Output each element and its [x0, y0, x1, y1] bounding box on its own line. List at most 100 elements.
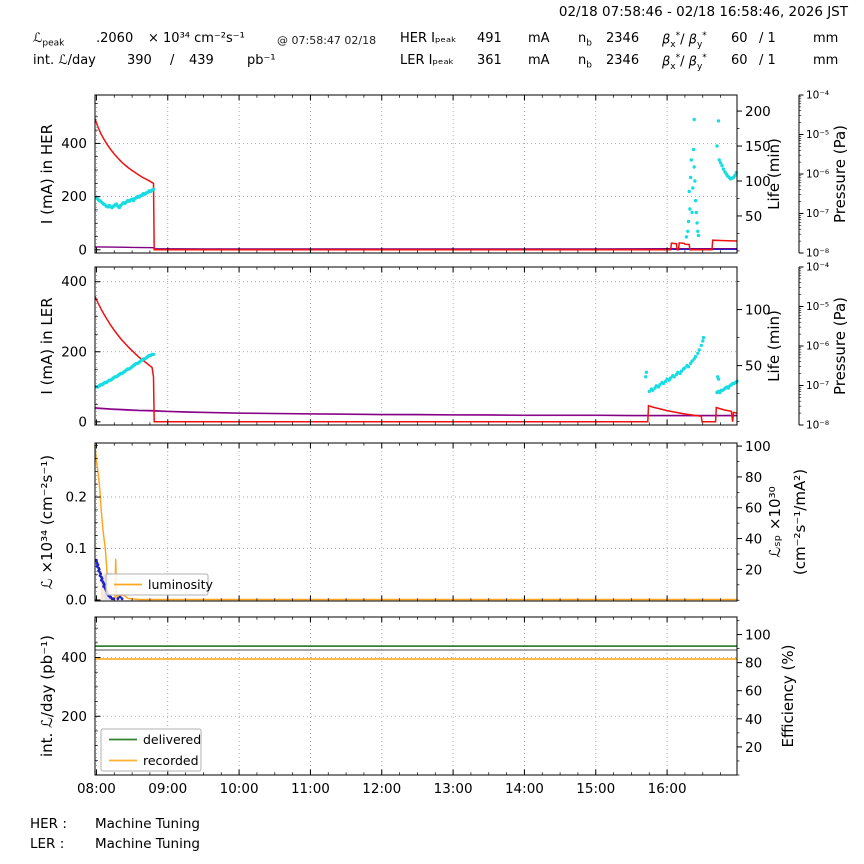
- svg-text:0.0: 0.0: [66, 592, 87, 608]
- svg-text:10⁻⁵: 10⁻⁵: [806, 129, 829, 141]
- svg-text:10⁻⁸: 10⁻⁸: [806, 248, 829, 260]
- svg-text:100: 100: [745, 174, 771, 190]
- ylabel-ler-current: I (mA) in LER: [38, 297, 56, 394]
- legend-luminosity: luminosity: [105, 573, 214, 596]
- svg-text:10⁻⁴: 10⁻⁴: [806, 262, 829, 274]
- her-nb-value: 2346: [606, 31, 640, 46]
- svg-text:10⁻⁷: 10⁻⁷: [806, 380, 829, 392]
- svg-text:100: 100: [745, 303, 771, 319]
- plot-integrated-luminosity: 08:00 09:00 10:00 11:00 12:00 13:00 14:00 15:00…: [38, 616, 797, 797]
- svg-text:09:00: 09:00: [148, 781, 187, 797]
- ylabel-her-current: I (mA) in HER: [38, 124, 56, 224]
- svg-text:Life (min): Life (min): [765, 138, 783, 210]
- svg-text:08:00: 08:00: [77, 781, 116, 797]
- svg-text:100: 100: [745, 628, 771, 644]
- svg-text:10:00: 10:00: [220, 781, 259, 797]
- ler-nb-label: nb: [578, 53, 592, 71]
- svg-text:0.2: 0.2: [66, 490, 87, 506]
- svg-text:0.1: 0.1: [66, 541, 87, 557]
- svg-text:recorded: recorded: [143, 753, 199, 768]
- svg-text:20: 20: [745, 740, 762, 756]
- svg-text:10⁻⁸: 10⁻⁸: [806, 420, 829, 432]
- svg-text:10⁻⁴: 10⁻⁴: [806, 90, 829, 102]
- intlday-label: int. ℒ/day: [33, 53, 96, 68]
- svg-text:40: 40: [745, 712, 762, 728]
- svg-text:60: 60: [745, 684, 762, 700]
- svg-text:luminosity: luminosity: [148, 577, 214, 592]
- svg-text:10⁻⁷: 10⁻⁷: [806, 208, 829, 220]
- svg-text:Efficiency (%): Efficiency (%): [779, 645, 797, 748]
- svg-text:50: 50: [745, 359, 762, 375]
- ler-status-value: Machine Tuning: [95, 836, 200, 852]
- ler-ipeak-value: 361: [477, 53, 502, 68]
- ler-status-label: LER :: [30, 836, 65, 852]
- her-beta-label: βx*/ βy*: [662, 31, 707, 50]
- intlday-slash: /: [170, 53, 175, 68]
- series-pressure-a: [94, 407, 737, 417]
- plot-ler-current: 0 200 400 50 100 I (mA) in LER Life (min) 10⁻⁴ 1…: [38, 262, 849, 432]
- svg-text:ℒₛₚ ×10³⁰: ℒₛₚ ×10³⁰: [766, 486, 784, 557]
- lpeak-value: .2060: [96, 31, 134, 46]
- her-betay-value: / 1: [759, 31, 776, 46]
- ylabel-luminosity: ℒ ×10³⁴ (cm⁻²s⁻¹): [38, 455, 56, 589]
- her-betax-value: 60: [731, 31, 748, 46]
- ler-ipeak-unit: mA: [528, 53, 550, 68]
- plot-luminosity: 0.0 0.1 0.2 20 40 60 80 100 ℒ ×10³⁴ (cm⁻²s⁻¹) ℒₛₚ…: [38, 439, 809, 608]
- svg-text:0: 0: [78, 414, 87, 430]
- svg-text:16:00: 16:00: [648, 781, 687, 797]
- svg-text:60: 60: [745, 501, 762, 517]
- ler-betax-value: 60: [731, 53, 748, 68]
- lpeak-timestamp: @ 07:58:47 02/18: [277, 34, 377, 47]
- her-nb-label: nb: [578, 31, 592, 49]
- svg-text:13:00: 13:00: [434, 781, 473, 797]
- svg-text:(cm⁻²s⁻¹/mA²): (cm⁻²s⁻¹/mA²): [791, 469, 809, 575]
- series-beam-current: [94, 118, 738, 251]
- svg-text:12:00: 12:00: [362, 781, 401, 797]
- svg-text:150: 150: [745, 139, 771, 155]
- pressure-axis-label: Pressure (Pa): [831, 125, 849, 223]
- svg-text:50: 50: [745, 209, 762, 225]
- intlday-delivered: 439: [189, 53, 214, 68]
- svg-text:200: 200: [61, 189, 87, 205]
- plot-her-current: 0 200 400 50 100 150 200 I (mA) in HER Life (min…: [38, 90, 849, 260]
- svg-text:15:00: 15:00: [576, 781, 615, 797]
- svg-text:80: 80: [745, 470, 762, 486]
- ler-beta-label: βx*/ βy*: [662, 53, 707, 72]
- svg-text:10⁻⁶: 10⁻⁶: [806, 341, 829, 353]
- svg-text:10⁻⁵: 10⁻⁵: [806, 301, 829, 313]
- svg-text:0: 0: [78, 242, 87, 258]
- svg-text:400: 400: [61, 136, 87, 152]
- svg-text:11:00: 11:00: [291, 781, 330, 797]
- date-range-title: 02/18 07:58:46 - 02/18 16:58:46, 2026 JS…: [558, 4, 848, 20]
- svg-text:200: 200: [61, 709, 87, 725]
- her-status-label: HER :: [30, 816, 67, 832]
- her-ipeak-label: HER Iₚₑₐₖ: [400, 31, 457, 46]
- her-beta-unit: mm: [813, 31, 839, 46]
- svg-text:200: 200: [745, 104, 771, 120]
- svg-text:20: 20: [745, 562, 762, 578]
- ylabel-integrated-luminosity: int. ℒ/day (pb⁻¹): [38, 635, 56, 757]
- svg-text:40: 40: [745, 532, 762, 548]
- svg-text:80: 80: [745, 656, 762, 672]
- series-beam-current: [94, 296, 738, 423]
- ler-beta-unit: mm: [813, 53, 839, 68]
- svg-text:400: 400: [61, 274, 87, 290]
- her-status-value: Machine Tuning: [95, 816, 200, 832]
- her-ipeak-unit: mA: [528, 31, 550, 46]
- svg-text:10⁻⁶: 10⁻⁶: [806, 169, 829, 181]
- ler-nb-value: 2346: [606, 53, 640, 68]
- svg-text:Life (min): Life (min): [765, 310, 783, 382]
- intlday-recorded: 390: [127, 53, 152, 68]
- lpeak-label: ℒpeak: [33, 31, 65, 49]
- svg-text:100: 100: [745, 439, 771, 455]
- lpeak-unit: × 10³⁴ cm⁻²s⁻¹: [148, 31, 245, 46]
- her-ipeak-value: 491: [477, 31, 502, 46]
- legend-integrated-luminosity: delivered recorded: [100, 728, 202, 772]
- ler-ipeak-label: LER Iₚₑₐₖ: [400, 53, 455, 68]
- svg-text:14:00: 14:00: [505, 781, 544, 797]
- series-beam-lifetime: [94, 117, 738, 239]
- svg-text:delivered: delivered: [143, 732, 201, 747]
- svg-text:200: 200: [61, 344, 87, 360]
